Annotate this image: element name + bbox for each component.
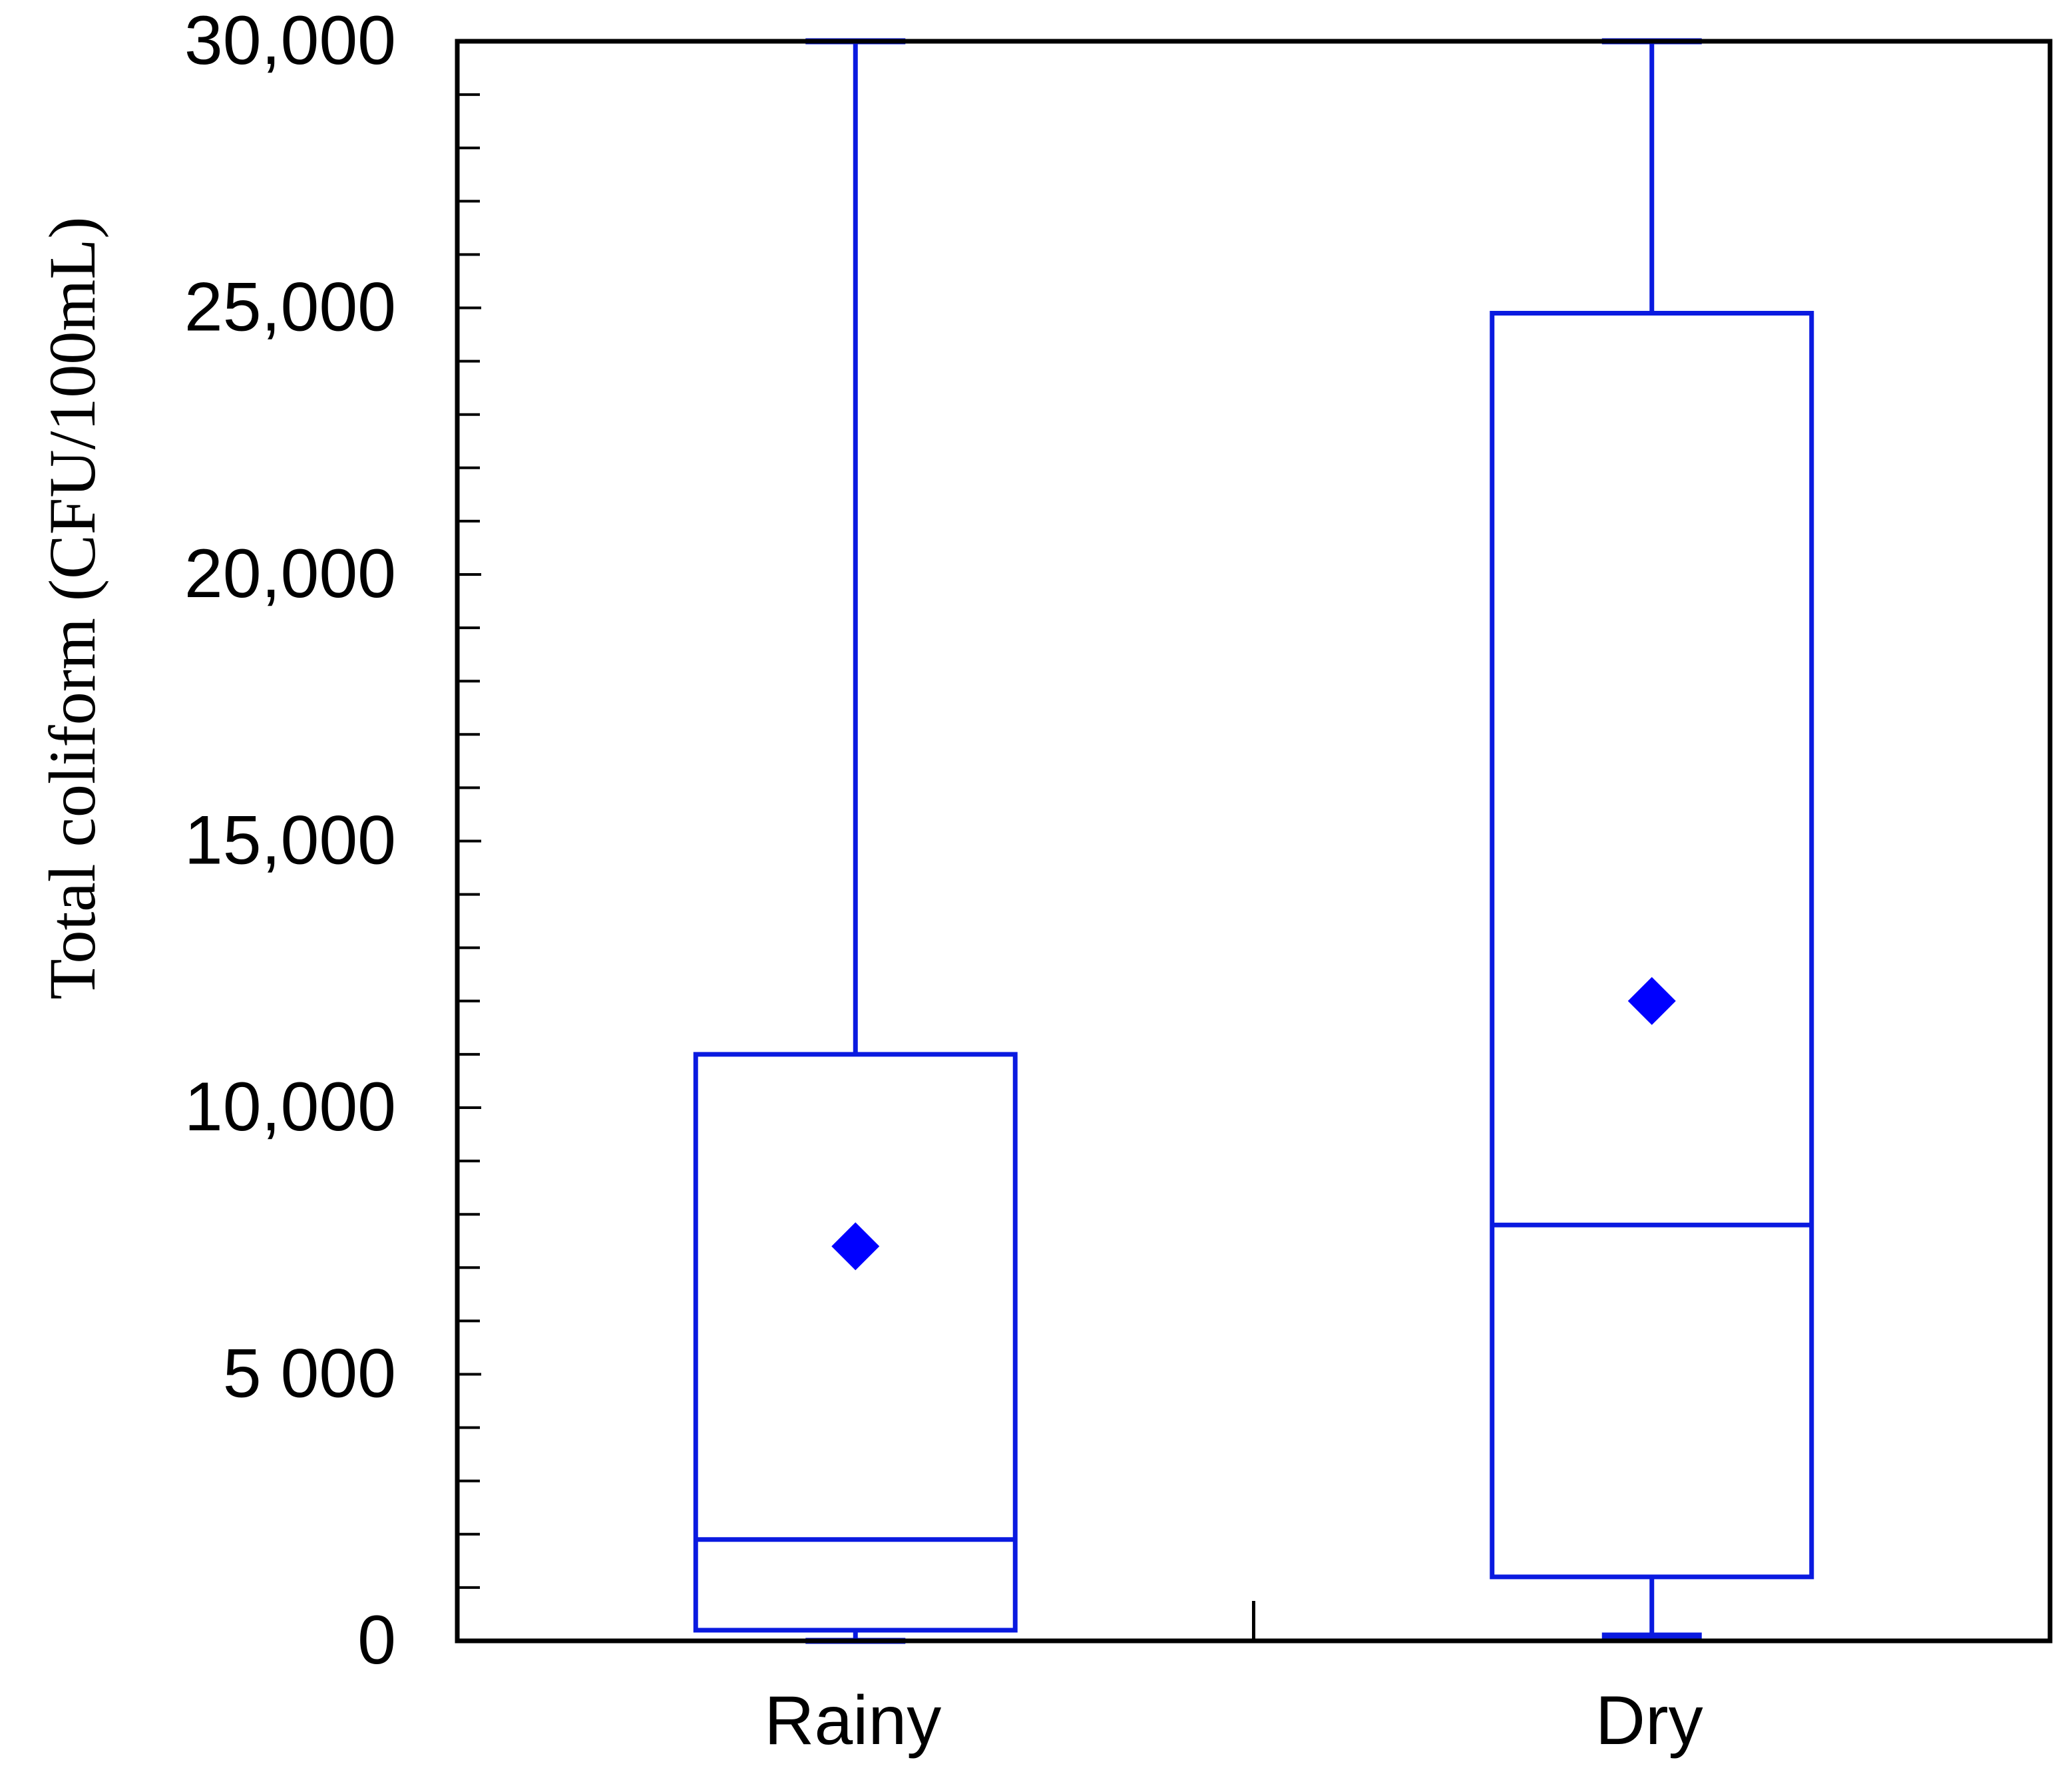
interquartile-box (693, 1052, 1018, 1633)
y-axis-title: Total coliform (CFU/100mL) (35, 216, 109, 999)
box-series (693, 38, 1814, 1644)
y-tick-label: 30,000 (184, 2, 396, 79)
mean-marker (831, 1222, 880, 1271)
y-axis-tick-labels: 0 5 000 10,000 15,000 20,000 25,000 30,000 (184, 2, 396, 1679)
box-rainy (693, 38, 1018, 1644)
interquartile-box (1490, 311, 1814, 1580)
y-tick-label: 0 (357, 1602, 396, 1679)
x-axis-category-labels: Rainy Dry (764, 1682, 1703, 1759)
mean-marker (1627, 977, 1676, 1025)
y-axis-ticks (457, 40, 481, 1642)
y-tick-label: 5 000 (223, 1335, 396, 1413)
box-dry (1490, 38, 1814, 1639)
x-category-label: Dry (1595, 1682, 1703, 1759)
y-tick-label: 10,000 (184, 1068, 396, 1146)
y-tick-label: 20,000 (184, 535, 396, 612)
y-tick-label: 25,000 (184, 269, 396, 346)
y-tick-label: 15,000 (184, 802, 396, 879)
x-category-label: Rainy (764, 1682, 941, 1759)
